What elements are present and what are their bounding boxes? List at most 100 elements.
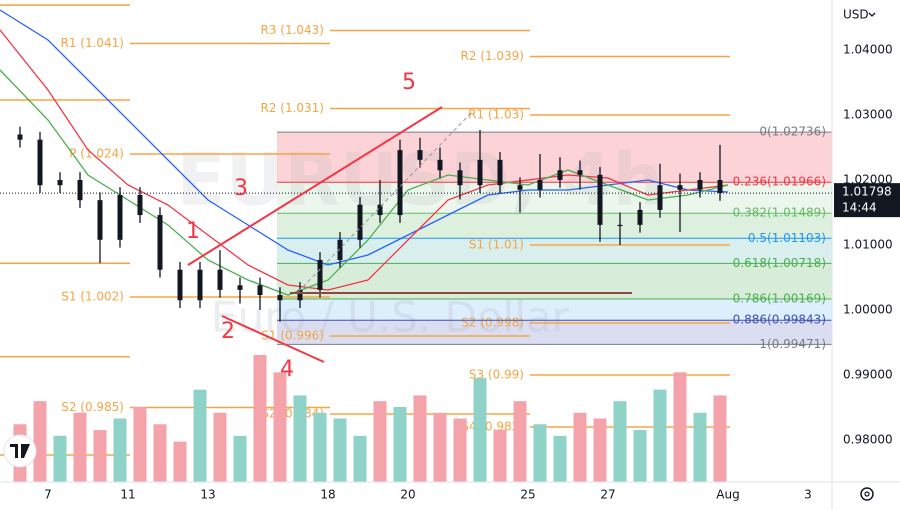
candle-body — [317, 259, 323, 290]
trend-line — [187, 106, 443, 266]
fib-label: 0.618(1.00718) — [733, 256, 826, 270]
volume-bar — [273, 372, 287, 482]
watermark-description: Euro / U.S. Dollar — [211, 293, 570, 342]
fib-label: 0.236(1.01966) — [733, 175, 826, 189]
wave-label: 3 — [234, 176, 248, 201]
watermark: EURUSD, 4h Euro / U.S. Dollar — [177, 138, 664, 342]
pivot-label: R2 (1.039) — [460, 49, 524, 63]
gear-icon-center[interactable] — [864, 491, 870, 497]
fib-band — [277, 299, 832, 321]
y-tick-label: 1.03000 — [843, 107, 893, 121]
candle-body — [457, 170, 463, 186]
pivot-label: R2 (1.031) — [260, 101, 324, 115]
volume-bar — [673, 372, 687, 482]
pivot-label: R3 (1.043) — [260, 23, 324, 37]
volume-bar — [693, 412, 707, 482]
wave-label: 5 — [402, 70, 416, 95]
fib-label: 0.786(1.00169) — [733, 292, 826, 306]
x-tick-label: 3 — [804, 488, 812, 502]
candle-body — [597, 174, 603, 225]
candle-body — [197, 269, 203, 301]
candle-body — [237, 285, 243, 290]
volume-bar — [193, 389, 207, 482]
volume-bar — [613, 401, 627, 482]
logo-circle[interactable] — [3, 434, 37, 468]
pivot-label: S2 (0.998) — [461, 316, 524, 330]
candle-body — [297, 289, 303, 301]
candle-body — [277, 295, 283, 301]
volume-bar — [393, 406, 407, 482]
candle-body — [477, 159, 483, 186]
candle-body — [177, 269, 183, 301]
candle-body — [497, 159, 503, 186]
candle-body — [257, 285, 263, 296]
candle-body — [437, 159, 443, 171]
x-tick-label: 20 — [400, 488, 415, 502]
y-tick-label: 1.01000 — [843, 237, 893, 251]
candle-body — [377, 204, 383, 216]
pivot-label: S1 (0.996) — [261, 329, 324, 343]
volume-bar — [233, 435, 247, 482]
price-tag-bg — [834, 183, 900, 218]
fib-label: 0(1.02736) — [759, 125, 826, 139]
candle-body — [557, 170, 563, 180]
candle-body — [637, 209, 643, 225]
axes: 1.04000 1.03000 1.02000 1.01000 1.00000 0.990… — [44, 42, 892, 501]
volume-bar — [453, 418, 467, 482]
candle-body — [157, 215, 163, 270]
pivot-label: P (1.024) — [69, 146, 124, 160]
fib-band — [277, 182, 832, 214]
volume-bar — [413, 395, 427, 482]
volume-bar — [573, 412, 587, 482]
candle-body — [357, 204, 363, 240]
fib-band — [277, 320, 832, 345]
volume-bar — [593, 418, 607, 482]
fib-label: 0.5(1.01103) — [748, 231, 826, 245]
wave-label: 4 — [280, 357, 294, 382]
last-price-tag: 1.01798 14:44 — [834, 183, 900, 218]
volume-bar — [53, 435, 67, 482]
logo-mark[interactable] — [10, 444, 30, 458]
volume-bar — [313, 412, 327, 482]
volume-bar — [173, 441, 187, 482]
volume-bar — [133, 406, 147, 482]
volume-bar — [333, 418, 347, 482]
currency-chevron[interactable] — [868, 12, 876, 17]
pivot-label: S3 (0.99) — [469, 368, 524, 382]
x-tick-label: 27 — [600, 488, 615, 502]
currency-selector[interactable]: USD — [843, 8, 869, 22]
candle-body — [657, 185, 663, 210]
candle-body — [717, 179, 723, 193]
candle-body — [537, 179, 543, 190]
fib-label: 1(0.99471) — [759, 337, 826, 351]
gear-icon[interactable] — [860, 487, 874, 501]
pivot-label: S2 (0.985) — [61, 400, 124, 414]
y-tick-label: 1.00000 — [843, 303, 893, 317]
candle-body — [697, 179, 703, 190]
candle-body — [397, 150, 403, 216]
volume-bar — [633, 430, 647, 482]
fib-band — [277, 238, 832, 264]
settings-button[interactable] — [860, 487, 874, 501]
candle-body — [137, 194, 143, 216]
logo[interactable] — [3, 434, 37, 468]
volume-bar — [653, 389, 667, 482]
volume-bar — [433, 412, 447, 482]
volume-bar — [93, 430, 107, 482]
moving-average — [0, 69, 729, 296]
volume-bar — [213, 412, 227, 482]
last-time: 14:44 — [842, 201, 877, 215]
volume-bar — [513, 401, 527, 482]
x-tick-label: 18 — [320, 488, 335, 502]
volume-bar — [353, 435, 367, 482]
fib-band — [277, 132, 832, 183]
volume-bar — [473, 378, 487, 482]
x-tick-label: 13 — [200, 488, 215, 502]
volume-bar — [293, 395, 307, 482]
x-tick-label: 11 — [120, 488, 135, 502]
candle-body — [577, 170, 583, 175]
volume-bar — [253, 355, 267, 482]
pivot-label: R1 (1.041) — [60, 36, 124, 50]
y-tick-label: 0.99000 — [843, 368, 893, 382]
volume-bar — [493, 430, 507, 482]
